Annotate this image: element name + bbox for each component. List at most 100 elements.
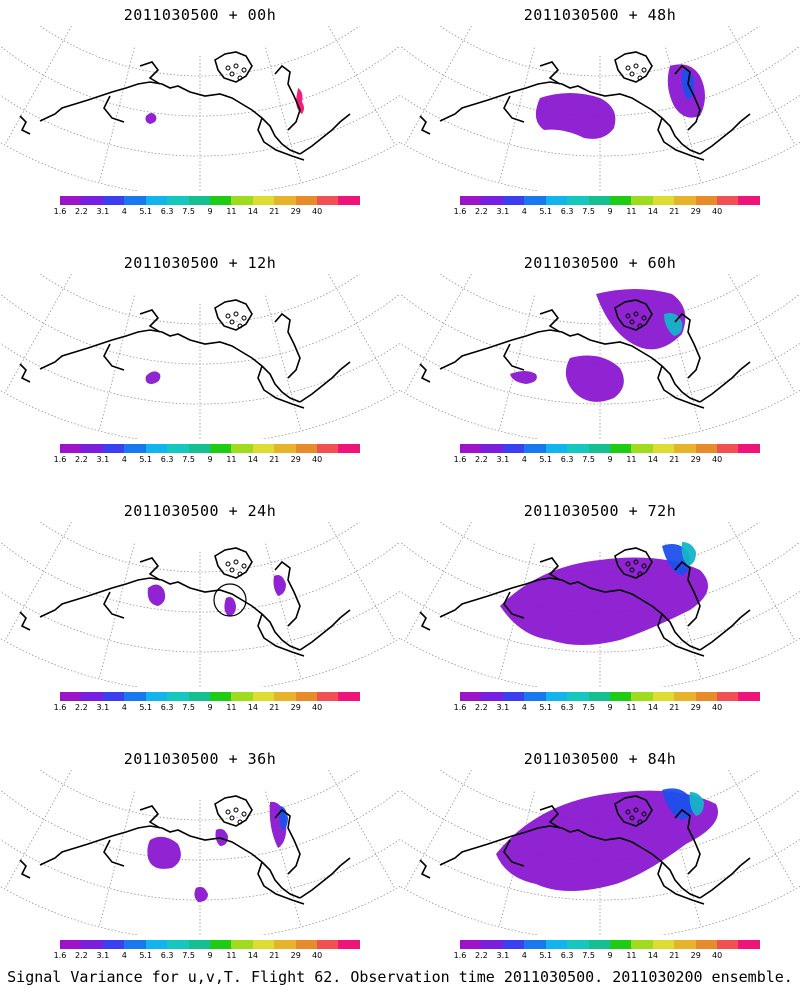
island — [633, 63, 639, 69]
colorbar-label: 14 — [247, 951, 258, 960]
island — [237, 571, 243, 577]
colorbar-swatch — [545, 692, 568, 701]
grid-line — [0, 26, 20, 85]
coastline — [503, 591, 525, 619]
colorbar-label: 7.5 — [182, 703, 195, 712]
colorbar-swatch — [60, 692, 82, 701]
coastline — [699, 113, 751, 155]
colorbar-label: 29 — [290, 207, 301, 216]
colorbar-label: 29 — [690, 455, 701, 464]
colorbar-swatch — [738, 196, 760, 205]
colorbar-swatch — [209, 196, 232, 205]
colorbar-swatch — [274, 444, 296, 453]
colorbar-label: 2.2 — [75, 207, 88, 216]
grid-line — [728, 26, 796, 146]
map-panel: 2011030500 + 36h 1.6 2.2 3.1 4 5.1 6.3 7.5 9 11 14… — [0, 744, 400, 989]
colorbar-label: 29 — [290, 951, 301, 960]
colorbar-label: 6.3 — [560, 207, 574, 216]
colorbar-label: 2.2 — [75, 703, 88, 712]
colorbar-label: 6.3 — [160, 951, 174, 960]
colorbar-label: 5.1 — [139, 703, 153, 712]
colorbar-label: 6.3 — [560, 951, 574, 960]
colorbar: 1.6 2.2 3.1 4 5.1 6.3 7.5 9 11 14 21 29 40 — [54, 692, 360, 728]
grid-line — [400, 274, 420, 333]
colorbar-label: 6.3 — [560, 703, 574, 712]
panel-title: 2011030500 + 00h — [123, 6, 277, 24]
colorbar-label: 3.1 — [496, 951, 510, 960]
colorbar-swatch — [652, 444, 675, 453]
colorbar-label: 3.1 — [96, 703, 110, 712]
colorbar-swatch — [609, 196, 632, 205]
coastline — [214, 795, 253, 827]
colorbar-label: 21 — [669, 703, 680, 712]
colorbar-swatch — [738, 940, 760, 949]
colorbar-label: 9 — [207, 703, 213, 712]
colorbar-swatch — [481, 940, 503, 949]
colorbar-label: 1.6 — [453, 703, 467, 712]
grid-line — [498, 295, 535, 432]
colorbar-swatch — [252, 692, 275, 701]
island — [637, 819, 643, 825]
coastline — [539, 557, 561, 581]
island — [241, 563, 247, 569]
island — [625, 313, 631, 319]
island — [233, 807, 239, 813]
colorbar-label: 40 — [712, 951, 723, 960]
colorbar-label: 4 — [521, 951, 527, 960]
colorbar-swatch — [502, 692, 525, 701]
island — [241, 315, 247, 321]
colorbar-label: 14 — [647, 207, 658, 216]
grid-line — [780, 274, 800, 333]
colorbar-swatch — [145, 444, 168, 453]
colorbar-label: 11 — [226, 703, 237, 712]
colorbar-label: 2.2 — [475, 207, 488, 216]
colorbar-label: 11 — [226, 951, 237, 960]
colorbar-swatch — [145, 196, 168, 205]
colorbar-label: 11 — [226, 455, 237, 464]
colorbar-label: 14 — [247, 455, 258, 464]
grid-line — [39, 274, 361, 325]
grid-line — [265, 295, 302, 432]
colorbar-label: 1.6 — [53, 207, 67, 216]
colorbar-swatch — [145, 692, 168, 701]
grid-line — [439, 26, 761, 77]
coastline — [674, 312, 701, 379]
island — [629, 319, 635, 325]
colorbar-swatch — [231, 940, 253, 949]
colorbar-swatch — [60, 196, 82, 205]
coastline — [657, 117, 705, 161]
island — [629, 567, 635, 573]
colorbar-swatch — [252, 444, 275, 453]
coastline — [539, 61, 561, 85]
colorbar-label: 2.2 — [75, 951, 88, 960]
colorbar-label: 4 — [521, 207, 527, 216]
colorbar: 1.6 2.2 3.1 4 5.1 6.3 7.5 9 11 14 21 29 40 — [54, 196, 360, 232]
colorbar-swatch — [609, 692, 632, 701]
colorbar-label: 3.1 — [96, 951, 110, 960]
colorbar-swatch — [317, 196, 339, 205]
grid-line — [780, 770, 800, 829]
island — [625, 809, 631, 815]
colorbar-label: 11 — [226, 207, 237, 216]
grid-line — [404, 770, 472, 890]
colorbar-swatch — [81, 444, 103, 453]
grid-line — [404, 522, 472, 642]
colorbar-swatch — [145, 940, 168, 949]
colorbar-label: 1.6 — [53, 703, 67, 712]
colorbar-label: 4 — [521, 455, 527, 464]
colorbar-label: 3.1 — [496, 207, 510, 216]
colorbar-label: 6.3 — [160, 207, 174, 216]
variance-region — [500, 557, 708, 645]
colorbar-swatch — [274, 196, 296, 205]
coastline — [657, 861, 705, 905]
colorbar-swatch — [274, 692, 296, 701]
colorbar-swatch — [674, 196, 696, 205]
colorbar-label: 2.2 — [475, 703, 488, 712]
panel-title: 2011030500 + 84h — [523, 750, 677, 768]
colorbar-label: 14 — [247, 703, 258, 712]
variance-region — [273, 575, 286, 596]
colorbar-label: 29 — [290, 455, 301, 464]
colorbar-swatch — [717, 940, 739, 949]
coastline — [439, 577, 701, 651]
colorbar-swatch — [588, 196, 610, 205]
